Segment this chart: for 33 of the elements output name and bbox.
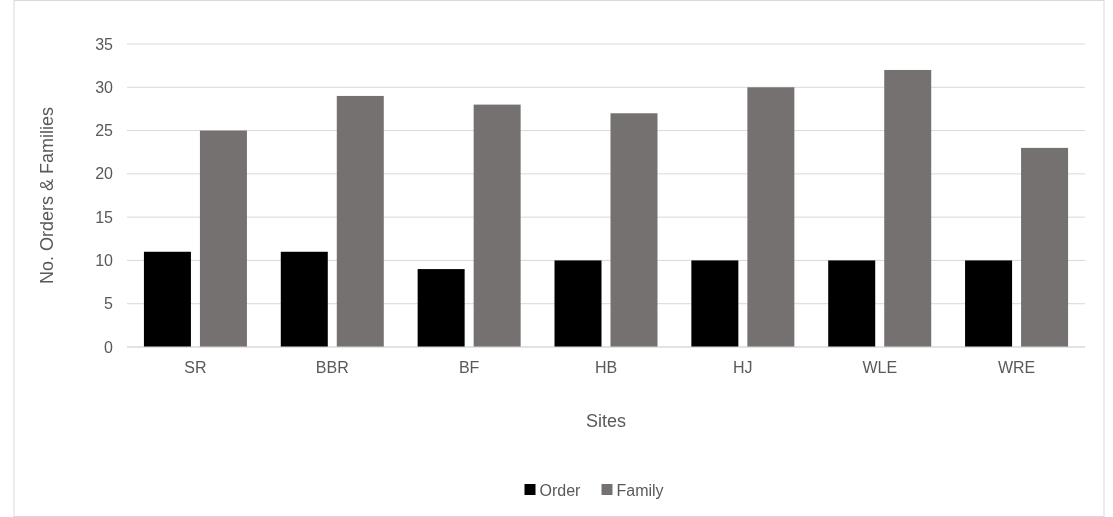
- bar: [143, 251, 191, 347]
- y-tick-label: 30: [95, 78, 114, 96]
- bar: [747, 87, 795, 347]
- x-tick-label: HJ: [733, 359, 753, 376]
- bar: [691, 260, 739, 347]
- x-tick-label: BBR: [315, 359, 349, 376]
- y-tick-label: 15: [95, 208, 114, 226]
- y-axis-title: No. Orders & Families: [37, 106, 57, 285]
- x-tick-label: BF: [458, 359, 480, 376]
- x-tick-label: WLE: [862, 359, 898, 376]
- y-tick-label: 20: [95, 165, 114, 183]
- x-axis-title: Sites: [585, 411, 627, 431]
- bar: [554, 260, 602, 347]
- bar: [473, 104, 521, 347]
- bar: [336, 95, 384, 347]
- y-tick-label: 25: [95, 122, 114, 140]
- y-tick-label: 5: [104, 295, 114, 313]
- x-tick-label: WRE: [997, 359, 1036, 376]
- bar: [965, 260, 1013, 347]
- bar: [199, 130, 247, 347]
- bar: [610, 113, 658, 347]
- legend-label: Family: [616, 481, 664, 499]
- y-tick-label: 0: [104, 338, 114, 356]
- bar: [884, 69, 932, 347]
- bar: [280, 251, 328, 347]
- x-tick-label: HB: [594, 359, 618, 376]
- bar: [1021, 147, 1069, 347]
- bar: [417, 269, 465, 347]
- legend-label: Order: [539, 481, 582, 499]
- x-tick-label: SR: [184, 359, 207, 376]
- bar: [828, 260, 876, 347]
- y-tick-label: 35: [95, 35, 114, 53]
- y-tick-label: 10: [95, 252, 114, 270]
